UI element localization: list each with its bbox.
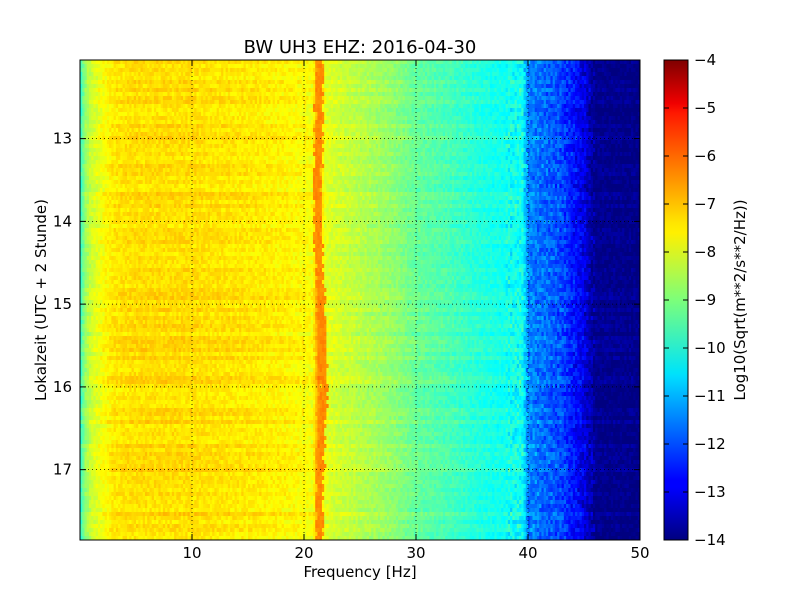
heatmap-row — [80, 96, 641, 101]
heatmap-row — [80, 116, 641, 121]
heatmap-row — [80, 124, 641, 129]
heatmap-row — [80, 84, 641, 89]
heatmap-row — [80, 68, 641, 73]
heatmap-row — [80, 88, 641, 93]
spectrogram-heatmap — [80, 60, 641, 541]
chart-title: BW UH3 EHZ: 2016-04-30 — [244, 37, 477, 58]
heatmap-row — [80, 72, 641, 77]
heatmap-row — [80, 92, 641, 97]
heatmap-row — [80, 76, 641, 81]
heatmap-row — [80, 60, 641, 65]
heatmap-row — [80, 108, 641, 113]
heatmap-row — [80, 104, 641, 109]
heatmap-row — [80, 80, 641, 85]
heatmap-row — [80, 64, 641, 69]
heatmap-row — [80, 112, 641, 117]
heatmap-row — [80, 132, 641, 137]
heatmap-row — [80, 120, 641, 125]
heatmap-row — [80, 100, 641, 105]
heatmap-row — [80, 128, 641, 133]
